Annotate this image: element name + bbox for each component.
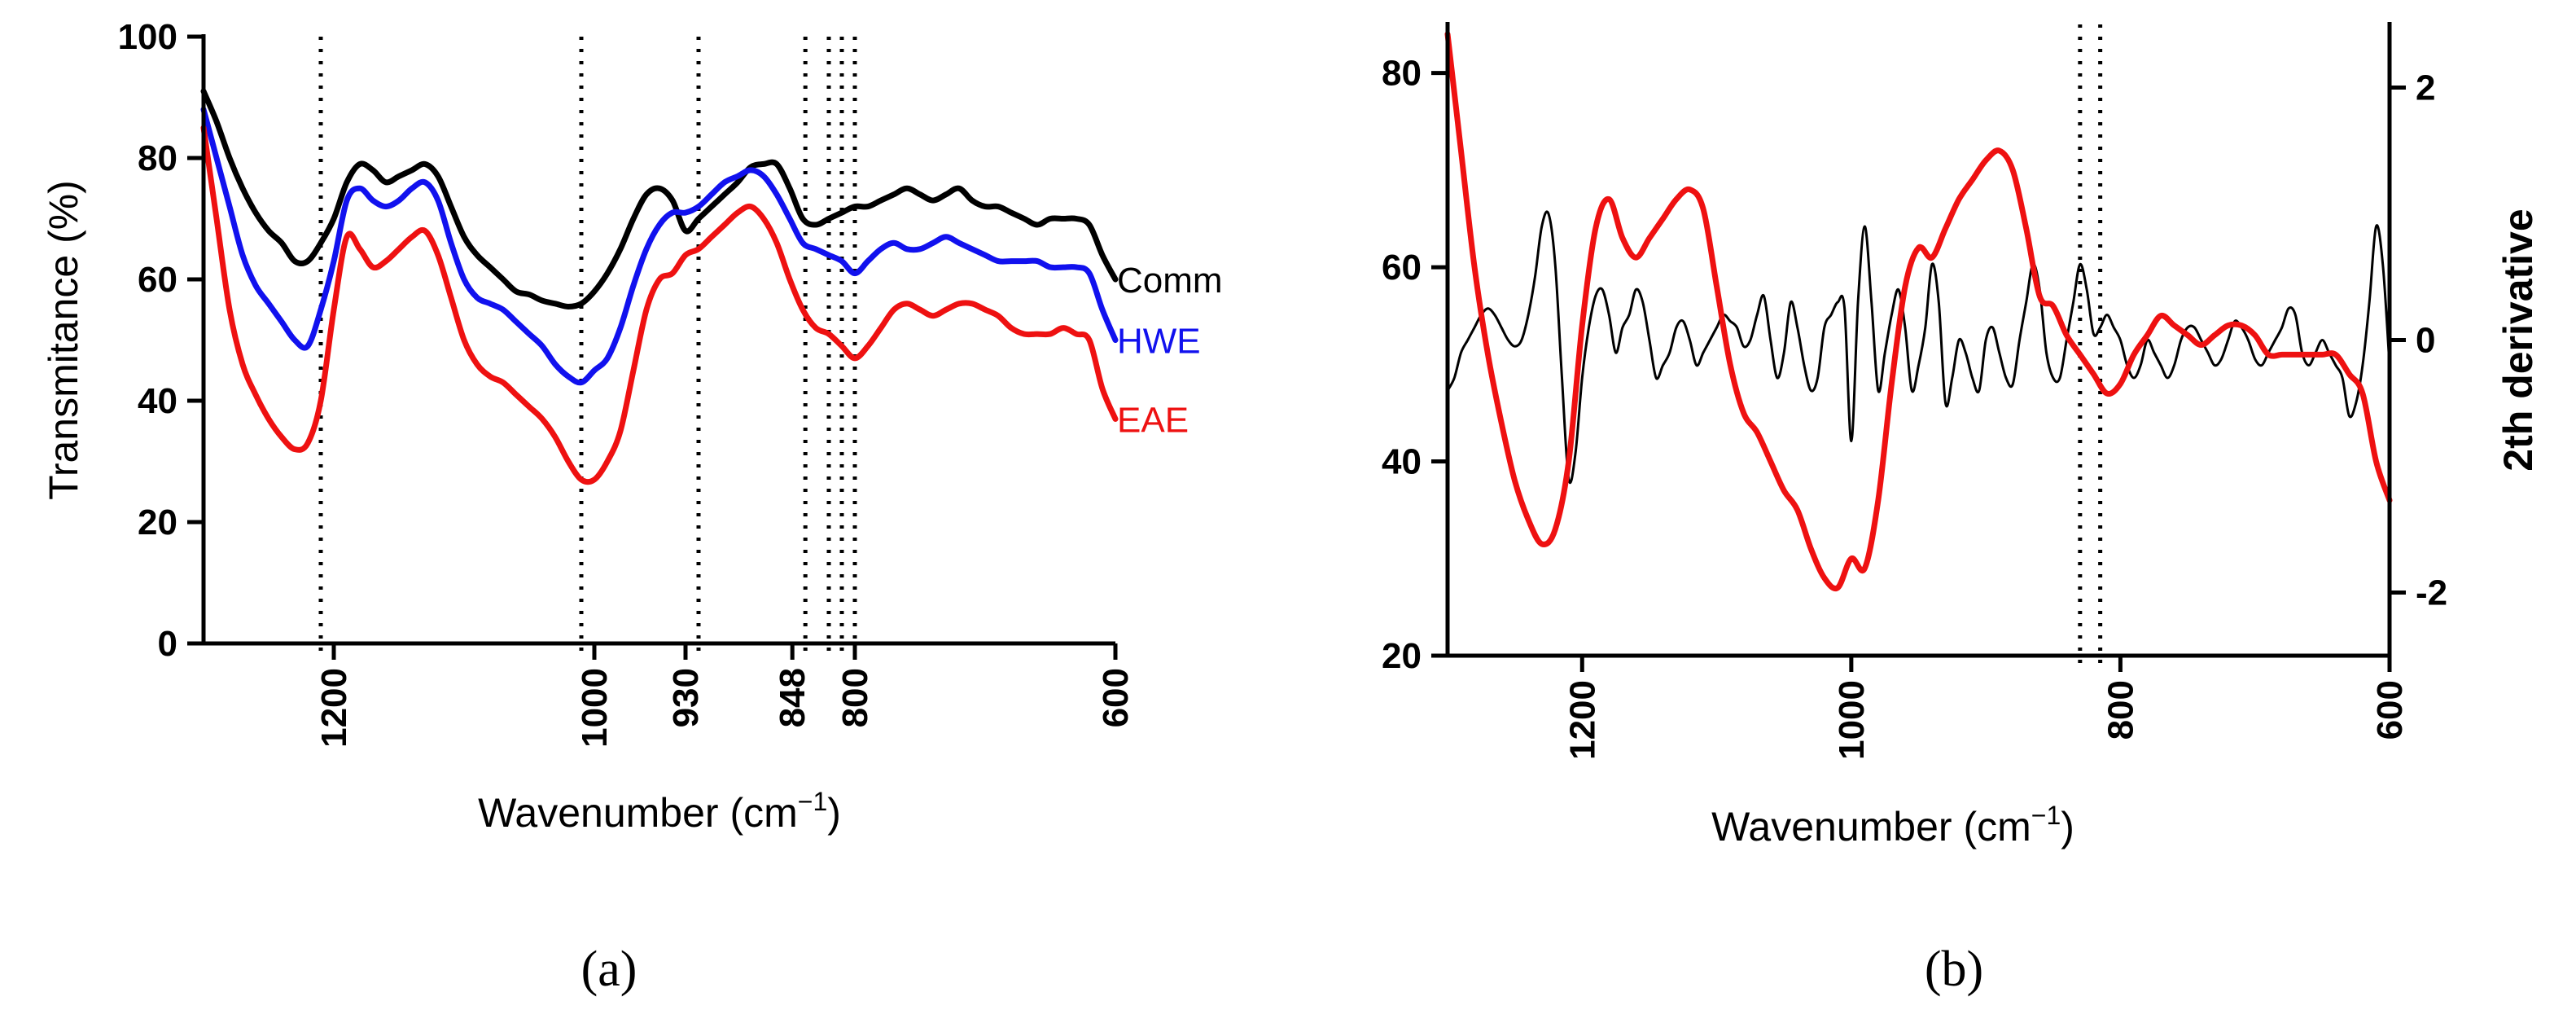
x-tick-label-600: 600 [1096, 668, 1136, 727]
panel-label-a: (a) [581, 942, 637, 997]
series-label-comm: Comm [1117, 261, 1223, 301]
x-axis-title-close: ) [2061, 804, 2074, 850]
y-right-tick-label-2: 2 [2416, 68, 2435, 108]
x-axis-title-superscript: −1 [2031, 801, 2061, 830]
x-tick-label-600: 600 [2370, 680, 2410, 740]
panel-b: 20 40 60 80 -2 0 2 1200 1000 800 600 2th derivative… [1382, 22, 2541, 997]
x-axis-title-superscript: −1 [798, 787, 827, 816]
x-tick-label-1000: 1000 [1832, 680, 1872, 760]
y-axis-title: Transmitance (%) [41, 180, 86, 500]
x-tick-label-800: 800 [2101, 680, 2140, 740]
series-line-eae [1444, 31, 2393, 591]
panel-a: Comm HWE EAE 0 20 40 60 80 100 1200 1000 930 848 800 6… [41, 17, 1223, 997]
x-axis-title-close: ) [827, 790, 841, 836]
y-tick-label-60: 60 [138, 260, 177, 300]
y-tick-label-20: 20 [138, 503, 177, 542]
y-tick-label-100: 100 [118, 17, 177, 57]
panel-label-b: (b) [1925, 942, 1983, 997]
y-tick-label-80: 80 [138, 138, 177, 178]
x-tick-label-848: 848 [773, 668, 813, 727]
y-left-tick-label-20: 20 [1382, 636, 1422, 676]
y-left-tick-label-60: 60 [1382, 248, 1422, 288]
series-label-eae: EAE [1117, 400, 1189, 440]
x-tick-label-1200: 1200 [1562, 680, 1602, 760]
y-left-tick-label-40: 40 [1382, 442, 1422, 482]
series-label-hwe: HWE [1117, 322, 1201, 362]
y-tick-label-40: 40 [138, 381, 177, 421]
series-line-eae [200, 125, 1119, 485]
y-right-tick-label--2: -2 [2416, 573, 2447, 613]
y-axis-right-title: 2th derivative [2495, 209, 2541, 471]
x-axis-title: Wavenumber (cm−1) [478, 787, 841, 836]
x-axis-title-main: Wavenumber (cm [478, 790, 798, 836]
x-axis-title: Wavenumber (cm−1) [1711, 801, 2074, 850]
y-left-tick-label-80: 80 [1382, 54, 1422, 94]
x-tick-label-930: 930 [666, 668, 706, 727]
series-line-comm [200, 88, 1119, 310]
y-tick-label-0: 0 [158, 624, 177, 664]
series-line-hwe [200, 106, 1119, 386]
x-tick-label-800: 800 [835, 668, 875, 727]
x-axis-title-main: Wavenumber (cm [1711, 804, 2031, 850]
x-tick-label-1000: 1000 [575, 668, 615, 748]
y-right-tick-label-0: 0 [2416, 321, 2435, 361]
x-tick-label-1200: 1200 [314, 668, 354, 748]
